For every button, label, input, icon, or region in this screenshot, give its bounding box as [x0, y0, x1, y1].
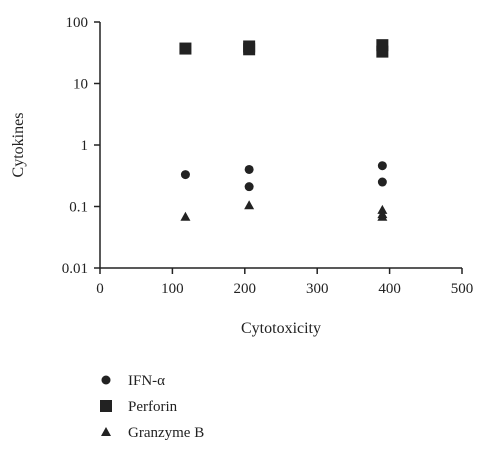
x-tick-label: 100: [161, 281, 184, 297]
x-tick-label: 400: [378, 281, 401, 297]
y-axis-label: Cytokines: [10, 113, 27, 178]
data-point-triangle: [244, 200, 255, 210]
x-ticks: 0 100 200 300 400 500: [96, 268, 473, 297]
legend-triangle-marker: [101, 427, 111, 436]
y-tick-label: 0.1: [69, 200, 88, 216]
legend-circle-marker: [101, 375, 111, 385]
y-ticks: 0.01 0.1 1 10 100: [62, 15, 100, 277]
legend: IFN-α Perforin Granzyme B: [100, 373, 204, 441]
data-point-triangle: [180, 211, 191, 221]
axes: [99, 22, 462, 269]
data-point-circle: [244, 164, 254, 174]
y-tick-label: 100: [66, 15, 89, 31]
data-point-circle: [244, 182, 254, 192]
data-points: [179, 39, 389, 221]
x-tick-label: 0: [96, 281, 104, 297]
y-tick-label: 1: [81, 138, 89, 154]
y-tick-label: 10: [73, 77, 88, 93]
y-tick-label: 0.01: [62, 261, 88, 277]
x-axis-label: Cytotoxicity: [241, 320, 321, 337]
data-point-circle: [180, 170, 190, 180]
data-point-square: [179, 42, 192, 55]
x-tick-label: 300: [306, 281, 329, 297]
x-tick-label: 200: [234, 281, 257, 297]
legend-label: Perforin: [128, 399, 178, 415]
data-point-triangle: [377, 211, 388, 221]
data-point-circle: [377, 177, 387, 187]
legend-square-marker: [100, 400, 112, 412]
legend-label: IFN-α: [128, 373, 165, 389]
data-point-circle: [377, 161, 387, 171]
data-point-square: [243, 43, 256, 56]
legend-label: Granzyme B: [128, 425, 204, 441]
data-point-square: [376, 45, 389, 58]
x-tick-label: 500: [451, 281, 474, 297]
